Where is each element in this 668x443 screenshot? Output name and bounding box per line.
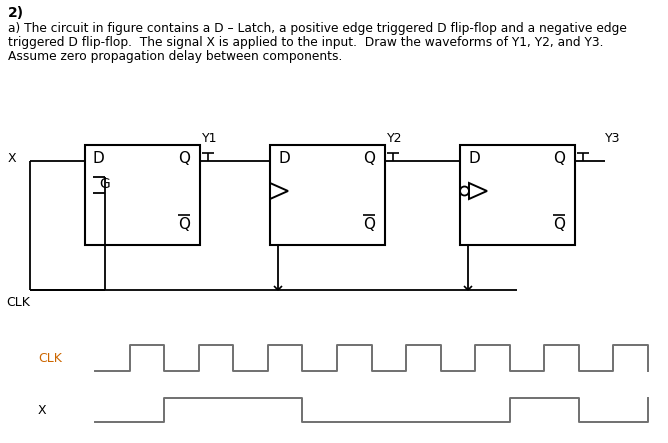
Text: triggered D flip-flop.  The signal X is applied to the input.  Draw the waveform: triggered D flip-flop. The signal X is a… xyxy=(8,36,603,49)
Text: X: X xyxy=(38,404,47,416)
Text: CLK: CLK xyxy=(38,351,62,365)
Text: Q: Q xyxy=(363,217,375,232)
Text: CLK: CLK xyxy=(6,296,30,310)
Text: Assume zero propagation delay between components.: Assume zero propagation delay between co… xyxy=(8,50,343,63)
Text: D: D xyxy=(468,151,480,166)
Text: Q: Q xyxy=(553,151,565,166)
Text: Q: Q xyxy=(553,217,565,232)
Text: D: D xyxy=(93,151,105,166)
Bar xyxy=(460,145,575,245)
Text: Y3: Y3 xyxy=(605,132,621,145)
Text: X: X xyxy=(8,152,17,166)
Text: Y1: Y1 xyxy=(202,132,218,145)
Text: a) The circuit in figure contains a D – Latch, a positive edge triggered D flip-: a) The circuit in figure contains a D – … xyxy=(8,22,627,35)
Bar xyxy=(270,145,385,245)
Text: Y2: Y2 xyxy=(387,132,403,145)
Text: Q: Q xyxy=(178,151,190,166)
Text: Q: Q xyxy=(178,217,190,232)
Text: Q: Q xyxy=(363,151,375,166)
Text: 2): 2) xyxy=(8,6,24,20)
Bar xyxy=(85,145,200,245)
Text: G: G xyxy=(99,177,110,191)
Text: D: D xyxy=(278,151,290,166)
